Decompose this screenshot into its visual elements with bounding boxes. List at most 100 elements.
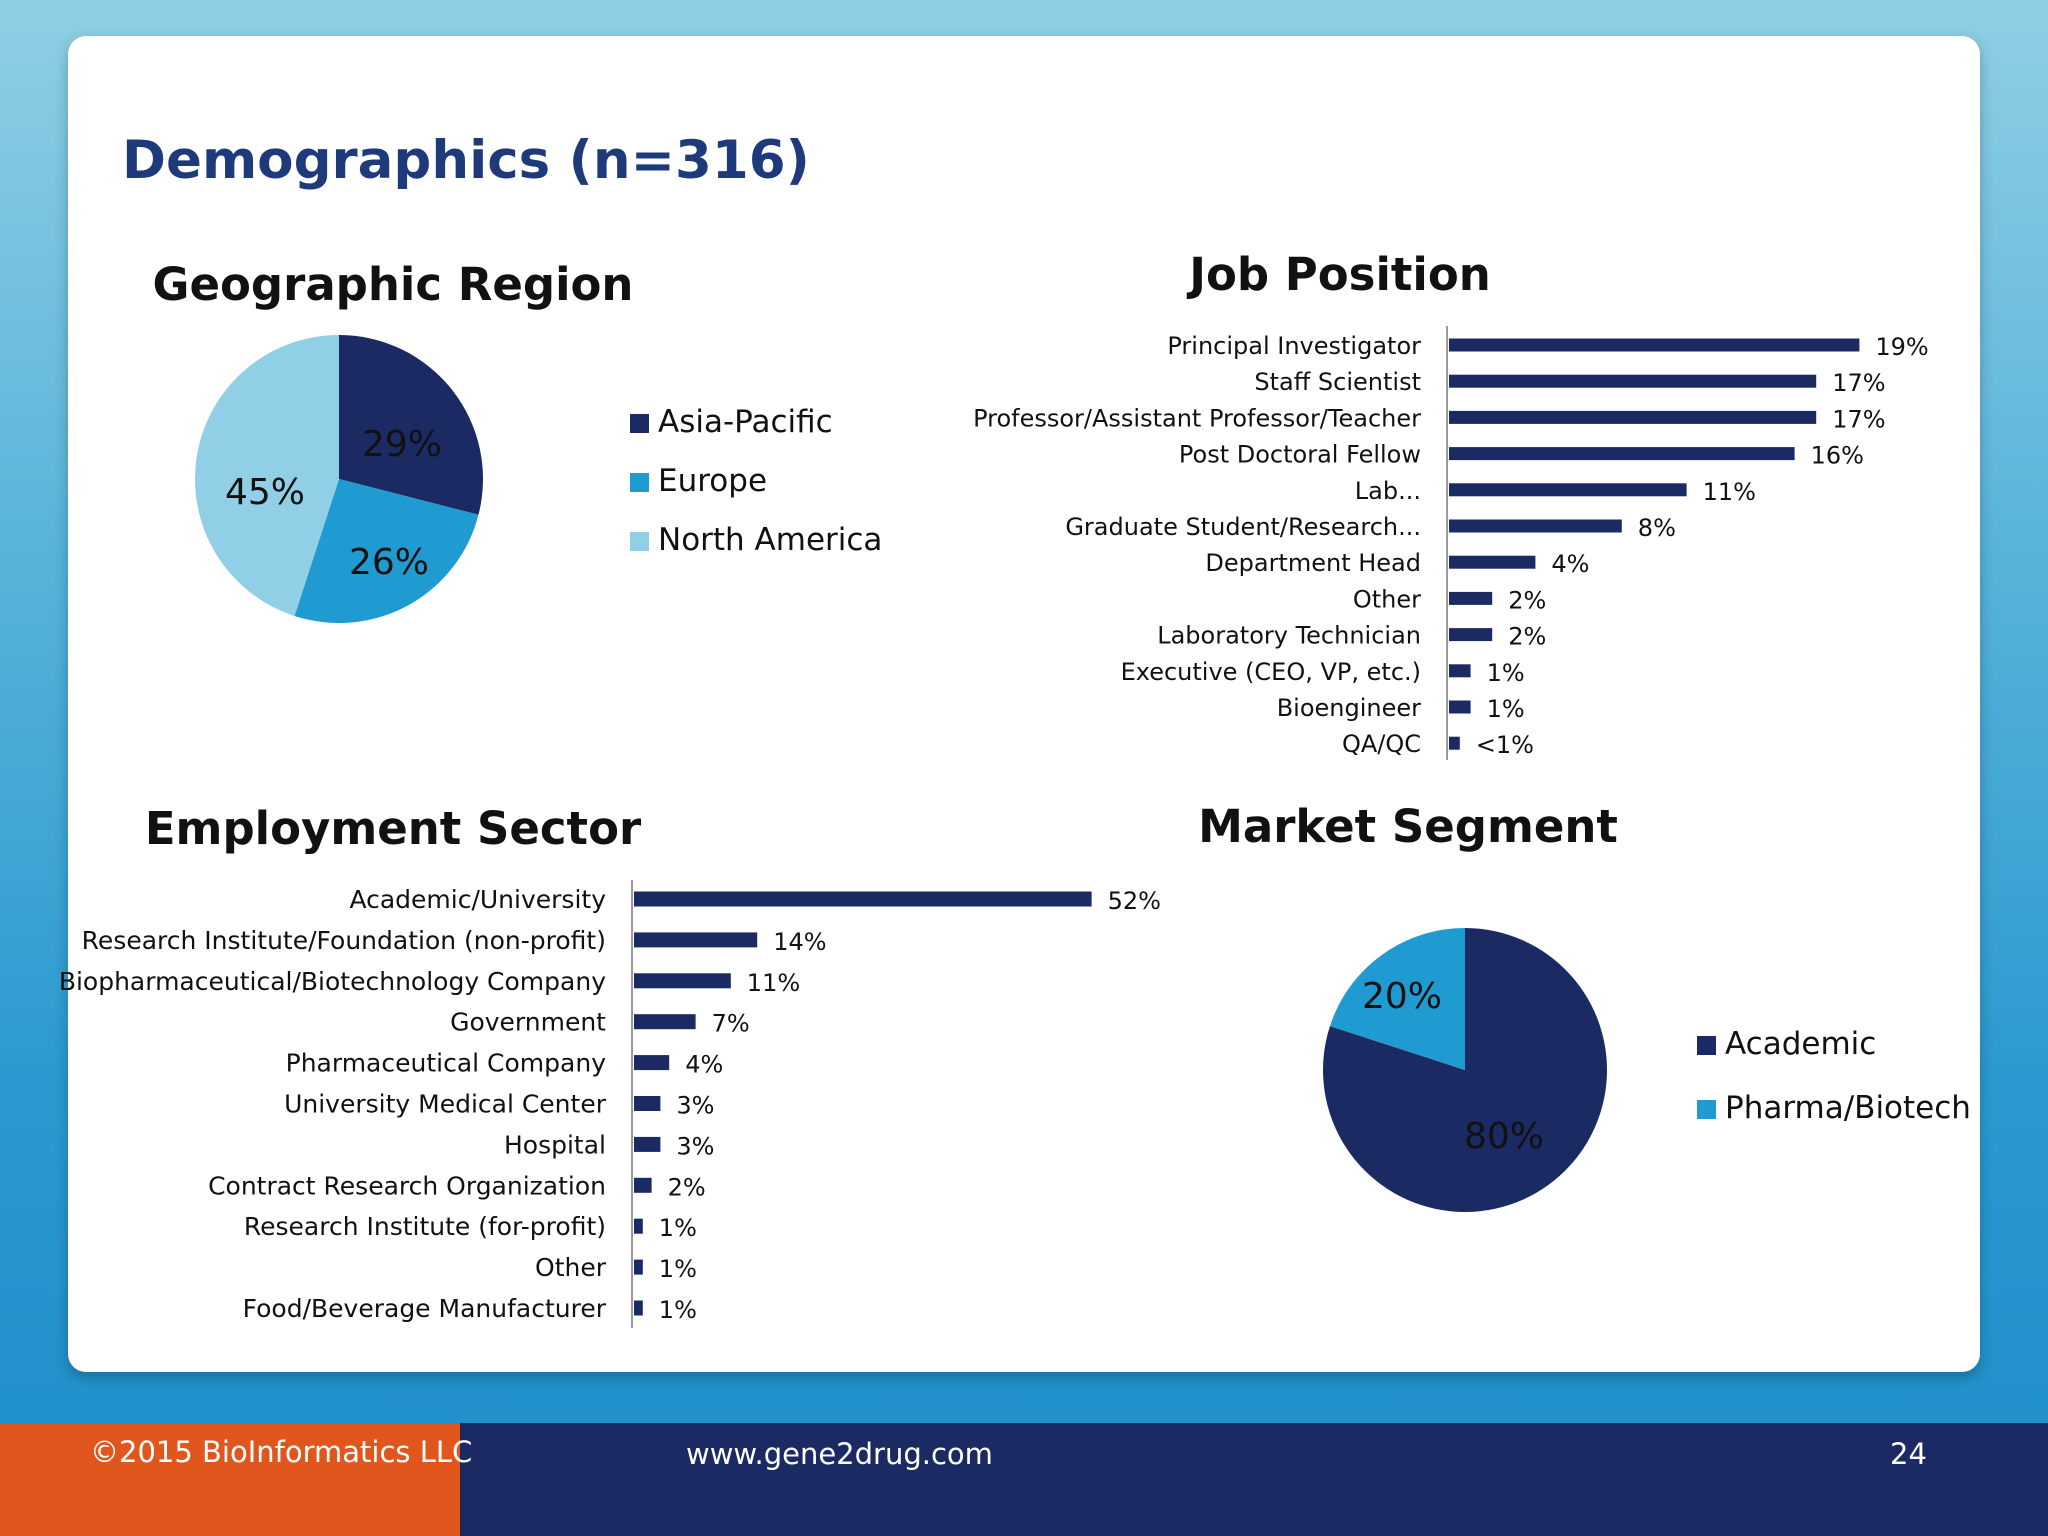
legend-label-academic: Academic bbox=[1725, 1026, 1876, 1062]
category-label: Biopharmaceutical/Biotechnology Company bbox=[59, 967, 606, 996]
legend-swatch-academic bbox=[1697, 1036, 1716, 1055]
legend-label-pharma-biotech: Pharma/Biotech bbox=[1725, 1090, 1971, 1126]
category-label: Professor/Assistant Professor/Teacher bbox=[973, 404, 1421, 432]
category-label: Academic/University bbox=[349, 885, 606, 914]
value-label: 16% bbox=[1811, 442, 1864, 470]
pie-label-pharma-biotech: 20% bbox=[1362, 976, 1442, 1017]
bar-professor-assistant-professor-teacher bbox=[1449, 410, 1817, 424]
bar-qa-qc bbox=[1449, 736, 1460, 750]
bar-lab bbox=[1449, 483, 1687, 497]
bar-graduate-student-research bbox=[1449, 519, 1622, 533]
legend-swatch-north-america bbox=[630, 532, 649, 551]
category-label: QA/QC bbox=[1342, 730, 1421, 758]
category-label: Principal Investigator bbox=[1167, 332, 1421, 360]
value-label: 17% bbox=[1832, 369, 1885, 397]
legend-label-north-america: North America bbox=[658, 522, 882, 558]
value-label: 19% bbox=[1875, 333, 1928, 361]
value-label: 4% bbox=[685, 1051, 723, 1079]
bar-academic-university bbox=[634, 891, 1092, 907]
pie-slice-pharma-biotech bbox=[1329, 928, 1465, 1070]
pie-label-academic: 80% bbox=[1464, 1116, 1544, 1157]
bar-contract-research-organization bbox=[634, 1177, 652, 1193]
category-label: Pharmaceutical Company bbox=[286, 1049, 607, 1078]
market-segment-title: Market Segment bbox=[1198, 800, 1618, 853]
value-label: 1% bbox=[1487, 659, 1525, 687]
category-label: Department Head bbox=[1205, 549, 1421, 577]
market-segment-chart: 80% 20% Academic Pharma/Biotech bbox=[1323, 928, 1971, 1213]
legend-swatch-europe bbox=[630, 473, 649, 492]
bar-post-doctoral-fellow bbox=[1449, 447, 1795, 461]
bar-pharmaceutical-company bbox=[634, 1055, 670, 1071]
bar-other bbox=[634, 1259, 643, 1275]
category-label: Government bbox=[450, 1008, 606, 1037]
value-label: 3% bbox=[676, 1132, 714, 1160]
category-label: Bioengineer bbox=[1277, 694, 1421, 722]
category-label: Contract Research Organization bbox=[208, 1171, 606, 1200]
category-label: Research Institute/Foundation (non-profi… bbox=[82, 926, 606, 955]
legend-swatch-pharma-biotech bbox=[1697, 1100, 1716, 1119]
pie-label-north-america: 45% bbox=[225, 472, 305, 513]
bar-university-medical-center bbox=[634, 1096, 661, 1111]
value-label: 2% bbox=[1508, 586, 1546, 614]
pie-slice-academic bbox=[1323, 928, 1608, 1213]
bar-hospital bbox=[634, 1136, 661, 1152]
category-label: Graduate Student/Research... bbox=[1065, 513, 1421, 541]
value-label: 2% bbox=[668, 1173, 706, 1201]
geographic-region-chart: 29% 26% 45% Asia-Pacific Europe North America bbox=[195, 335, 882, 623]
value-label: 8% bbox=[1638, 514, 1676, 542]
value-label: 11% bbox=[747, 969, 800, 997]
footer-bar: ©2015 BioInformatics LLC www.gene2drug.c… bbox=[0, 1423, 2048, 1536]
bar-other bbox=[1449, 591, 1493, 605]
value-label: 14% bbox=[773, 928, 826, 956]
pie-slice-asia-pacific bbox=[339, 335, 483, 515]
value-label: 17% bbox=[1832, 405, 1885, 433]
footer-website: www.gene2drug.com bbox=[686, 1437, 993, 1471]
value-label: 1% bbox=[659, 1214, 697, 1242]
legend-label-europe: Europe bbox=[658, 463, 767, 499]
legend-label-asia-pacific: Asia-Pacific bbox=[658, 404, 833, 440]
category-label: Other bbox=[1353, 585, 1421, 613]
footer-page-number: 24 bbox=[1890, 1437, 1927, 1471]
slide-card bbox=[68, 36, 1980, 1372]
category-label: Post Doctoral Fellow bbox=[1179, 441, 1421, 469]
bar-staff-scientist bbox=[1449, 374, 1817, 388]
bar-biopharmaceutical-biotechnology-company bbox=[634, 973, 731, 989]
value-label: 7% bbox=[712, 1010, 750, 1038]
pie-slice-europe bbox=[294, 479, 479, 623]
pie-label-europe: 26% bbox=[349, 542, 429, 583]
value-label: 1% bbox=[1487, 695, 1525, 723]
value-label: 52% bbox=[1108, 887, 1161, 915]
value-label: 11% bbox=[1703, 478, 1756, 506]
bar-government bbox=[634, 1014, 696, 1030]
bar-principal-investigator bbox=[1449, 338, 1860, 352]
bar-bioengineer bbox=[1449, 700, 1471, 714]
value-label: 1% bbox=[659, 1296, 697, 1324]
category-label: Executive (CEO, VP, etc.) bbox=[1121, 658, 1421, 686]
category-label: University Medical Center bbox=[284, 1090, 607, 1119]
bar-department-head bbox=[1449, 555, 1536, 569]
pie-label-asia-pacific: 29% bbox=[362, 424, 442, 465]
job-position-title: Job Position bbox=[1189, 248, 1491, 301]
bar-food-beverage-manufacturer bbox=[634, 1300, 643, 1316]
bar-research-institute-foundation-non-profit bbox=[634, 932, 758, 948]
bar-executive-ceo-vp-etc bbox=[1449, 664, 1471, 678]
value-label: 1% bbox=[659, 1255, 697, 1283]
pie-slice-north-america bbox=[195, 335, 339, 616]
category-label: Lab... bbox=[1355, 477, 1421, 505]
bar-laboratory-technician bbox=[1449, 628, 1493, 642]
value-label: 3% bbox=[676, 1092, 714, 1120]
category-label: Hospital bbox=[504, 1130, 606, 1159]
geographic-region-title: Geographic Region bbox=[152, 258, 634, 311]
employment-sector-title: Employment Sector bbox=[144, 802, 642, 855]
page-title: Demographics (n=316) bbox=[122, 130, 810, 191]
value-label: 2% bbox=[1508, 623, 1546, 651]
value-label: 4% bbox=[1551, 550, 1589, 578]
category-label: Other bbox=[535, 1253, 607, 1282]
category-label: Research Institute (for-profit) bbox=[244, 1212, 606, 1241]
employment-sector-chart: Academic/University 52% Research Institute… bbox=[59, 880, 1161, 1328]
category-label: Staff Scientist bbox=[1254, 368, 1421, 396]
bar-research-institute-for-profit bbox=[634, 1218, 643, 1234]
category-label: Food/Beverage Manufacturer bbox=[243, 1294, 607, 1323]
value-label: <1% bbox=[1476, 731, 1534, 759]
